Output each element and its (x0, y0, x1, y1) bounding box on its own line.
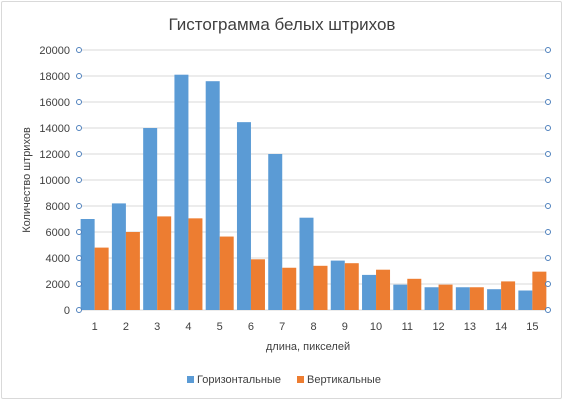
bar-vertical (282, 267, 297, 310)
bar-horizontal (299, 217, 314, 310)
x-tick-label: 4 (185, 321, 191, 333)
handle-left (76, 229, 82, 235)
bar-horizontal (205, 81, 220, 310)
handle-left (76, 47, 82, 53)
bar-horizontal (487, 289, 502, 310)
legend-swatch (187, 376, 194, 383)
bar-horizontal (236, 122, 251, 311)
legend: Горизонтальные Вертикальные (187, 374, 381, 386)
bar-horizontal (330, 260, 345, 310)
y-tick-label: 0 (64, 305, 70, 317)
y-axis-ticks: 0 2000 4000 6000 8000 10000 12000 14000 16000 180… (39, 45, 70, 317)
legend-label: Горизонтальные (197, 374, 281, 386)
bar-vertical (125, 232, 140, 310)
x-tick-label: 9 (342, 321, 348, 333)
y-tick-label: 18000 (39, 71, 70, 83)
x-axis-title: длина, пикселей (266, 341, 350, 353)
handle-right (545, 47, 551, 53)
handle-left (76, 177, 82, 183)
x-tick-label: 3 (154, 321, 160, 333)
handle-left (76, 203, 82, 209)
handle-left (76, 73, 82, 79)
bar-vertical (188, 218, 203, 310)
handle-right (545, 73, 551, 79)
bars (80, 74, 547, 311)
bar-vertical (532, 271, 547, 310)
bar-horizontal (143, 128, 158, 310)
handle-right (545, 307, 551, 313)
y-tick-label: 20000 (39, 45, 70, 57)
handle-left (76, 307, 82, 313)
bar-horizontal (268, 154, 283, 310)
bar-horizontal (111, 203, 126, 310)
x-tick-label: 10 (370, 321, 382, 333)
handle-right (545, 281, 551, 287)
x-tick-label: 8 (310, 321, 316, 333)
bar-horizontal (424, 287, 439, 310)
x-axis-ticks: 1 2 3 4 5 6 7 8 9 10 11 12 13 14 15 (92, 321, 539, 333)
handle-right (545, 99, 551, 105)
y-tick-label: 6000 (46, 227, 70, 239)
chart-title: Гистограмма белых штрихов (169, 15, 396, 34)
bar-vertical (438, 284, 453, 310)
handle-left (76, 151, 82, 157)
bar-horizontal (455, 287, 470, 310)
y-tick-label: 4000 (46, 253, 70, 265)
x-tick-label: 5 (217, 321, 223, 333)
bar-vertical (344, 263, 359, 310)
bar-vertical (407, 278, 422, 310)
handle-left (76, 99, 82, 105)
x-tick-label: 12 (432, 321, 444, 333)
bar-horizontal (80, 219, 95, 310)
bar-vertical (219, 236, 234, 310)
bar-vertical (313, 265, 328, 310)
x-tick-label: 13 (464, 321, 476, 333)
bar-horizontal (174, 74, 189, 310)
bar-vertical (376, 269, 391, 310)
bar-vertical (469, 287, 484, 310)
y-tick-label: 12000 (39, 149, 70, 161)
bar-horizontal (393, 284, 408, 310)
x-tick-label: 11 (402, 321, 413, 333)
handle-right (545, 229, 551, 235)
y-tick-label: 14000 (39, 123, 70, 135)
handle-right (545, 151, 551, 157)
x-tick-label: 7 (279, 321, 285, 333)
handle-left (76, 281, 82, 287)
bar-vertical (94, 247, 109, 310)
y-tick-label: 16000 (39, 97, 70, 109)
x-tick-label: 1 (92, 321, 98, 333)
y-tick-label: 10000 (39, 175, 70, 187)
y-tick-label: 2000 (46, 279, 70, 291)
y-tick-label: 8000 (46, 201, 70, 213)
handle-right (545, 125, 551, 131)
legend-swatch (297, 376, 304, 383)
bar-vertical (501, 281, 516, 310)
bar-horizontal (518, 290, 533, 310)
x-tick-label: 15 (526, 321, 538, 333)
handle-left (76, 255, 82, 261)
handle-left (76, 125, 82, 131)
x-tick-label: 2 (123, 321, 129, 333)
bar-vertical (157, 216, 172, 310)
legend-label: Вертикальные (307, 374, 381, 386)
handle-right (545, 203, 551, 209)
bar-horizontal (362, 274, 377, 310)
x-tick-label: 14 (495, 321, 507, 333)
bar-vertical (250, 259, 265, 310)
handle-right (545, 255, 551, 261)
y-axis-title: Количество штрихов (21, 127, 33, 233)
selection-handles (76, 47, 551, 313)
handle-right (545, 177, 551, 183)
x-tick-label: 6 (248, 321, 254, 333)
